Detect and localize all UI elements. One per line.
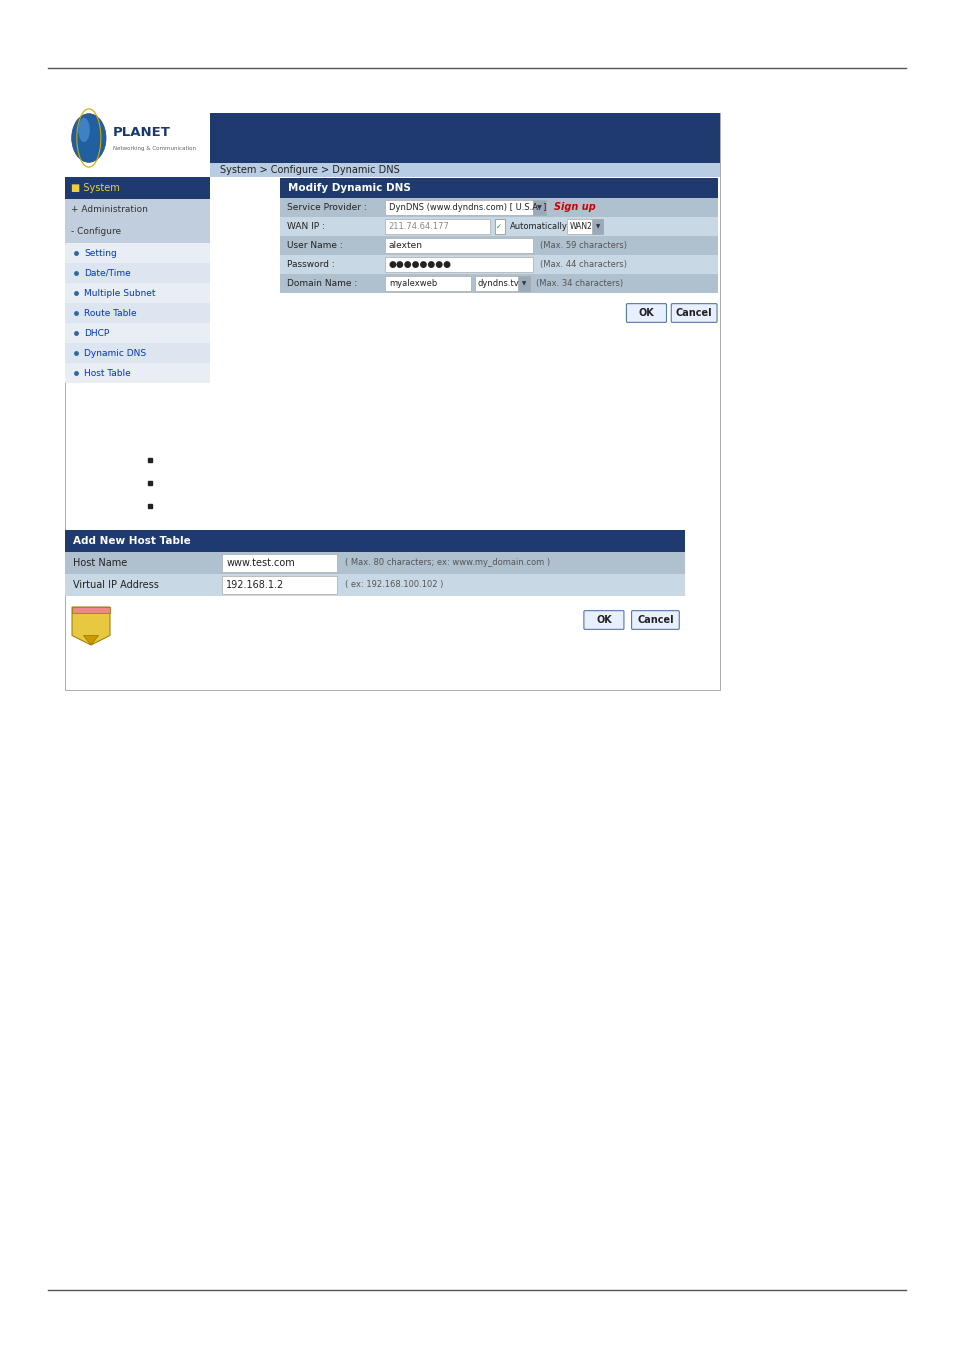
- Text: 211.74.64.177: 211.74.64.177: [389, 221, 449, 231]
- Bar: [385, 200, 533, 215]
- Bar: [533, 200, 546, 215]
- Text: Date/Time: Date/Time: [84, 269, 131, 278]
- Text: www.test.com: www.test.com: [226, 558, 294, 568]
- Text: Host Name: Host Name: [72, 558, 127, 568]
- Polygon shape: [83, 636, 98, 645]
- Bar: [65, 284, 210, 302]
- Bar: [280, 236, 718, 255]
- Text: Automatically: Automatically: [509, 221, 567, 231]
- Text: Cancel: Cancel: [637, 616, 673, 625]
- Text: ✓: ✓: [496, 224, 501, 230]
- Text: alexten: alexten: [389, 242, 422, 250]
- Text: DynDNS (www.dyndns.com) [ U.S.A. ]: DynDNS (www.dyndns.com) [ U.S.A. ]: [389, 202, 545, 212]
- Text: Route Table: Route Table: [84, 309, 136, 317]
- Text: (Max. 59 characters): (Max. 59 characters): [540, 242, 627, 250]
- Ellipse shape: [78, 117, 90, 142]
- Text: 192.168.1.2: 192.168.1.2: [226, 580, 284, 590]
- Bar: [65, 221, 210, 243]
- Text: Multiple Subnet: Multiple Subnet: [84, 289, 155, 297]
- Bar: [385, 219, 490, 234]
- Bar: [385, 238, 533, 252]
- Bar: [65, 363, 210, 383]
- Text: OK: OK: [638, 308, 654, 319]
- Bar: [566, 219, 602, 234]
- FancyBboxPatch shape: [671, 304, 717, 323]
- Text: + Administration: + Administration: [71, 205, 148, 215]
- Bar: [280, 255, 718, 274]
- Polygon shape: [71, 608, 110, 645]
- Circle shape: [71, 113, 106, 162]
- Text: Cancel: Cancel: [675, 308, 712, 319]
- Text: Virtual IP Address: Virtual IP Address: [72, 580, 158, 590]
- Bar: [65, 243, 210, 263]
- Bar: [222, 576, 336, 594]
- FancyBboxPatch shape: [626, 304, 666, 323]
- Text: (Max. 34 characters): (Max. 34 characters): [536, 279, 622, 288]
- Text: Modify Dynamic DNS: Modify Dynamic DNS: [288, 184, 410, 193]
- Bar: [280, 274, 718, 293]
- Bar: [65, 552, 684, 574]
- Bar: [495, 219, 504, 234]
- Bar: [65, 113, 720, 690]
- Text: System > Configure > Dynamic DNS: System > Configure > Dynamic DNS: [219, 165, 399, 176]
- Bar: [71, 608, 110, 613]
- Text: Dynamic DNS: Dynamic DNS: [84, 348, 146, 358]
- Text: ●●●●●●●●: ●●●●●●●●: [389, 261, 452, 269]
- Bar: [280, 178, 718, 198]
- Bar: [65, 177, 210, 198]
- FancyBboxPatch shape: [583, 610, 623, 629]
- Text: Setting: Setting: [84, 248, 116, 258]
- Bar: [65, 302, 210, 323]
- Text: Password :: Password :: [287, 261, 335, 269]
- Text: Domain Name :: Domain Name :: [287, 279, 356, 288]
- Bar: [65, 113, 210, 177]
- Bar: [475, 277, 530, 290]
- Bar: [65, 323, 210, 343]
- Bar: [65, 163, 720, 177]
- Text: PLANET: PLANET: [112, 126, 171, 139]
- Text: ■ System: ■ System: [71, 184, 119, 193]
- Text: WAN2: WAN2: [569, 221, 592, 231]
- Text: ( ex: 192.168.100.102 ): ( ex: 192.168.100.102 ): [344, 580, 442, 590]
- Bar: [65, 531, 684, 552]
- Bar: [65, 343, 210, 363]
- Text: Add New Host Table: Add New Host Table: [72, 536, 191, 545]
- Text: Sign up: Sign up: [554, 202, 595, 212]
- Bar: [65, 113, 720, 163]
- Text: Service Provider :: Service Provider :: [287, 202, 366, 212]
- Bar: [280, 198, 718, 217]
- Bar: [385, 256, 533, 271]
- Text: ( Max. 80 characters; ex: www.my_domain.com ): ( Max. 80 characters; ex: www.my_domain.…: [344, 559, 549, 567]
- Text: dyndns.tv: dyndns.tv: [477, 279, 518, 288]
- Bar: [65, 574, 684, 595]
- Bar: [65, 263, 210, 284]
- Bar: [385, 277, 471, 290]
- Text: ▼: ▼: [595, 224, 599, 230]
- Text: Host Table: Host Table: [84, 369, 131, 378]
- Text: WAN IP :: WAN IP :: [287, 221, 324, 231]
- Bar: [222, 555, 336, 571]
- Bar: [591, 219, 602, 234]
- Bar: [65, 198, 210, 221]
- Text: ▼: ▼: [521, 281, 526, 286]
- Text: myalexweb: myalexweb: [389, 279, 436, 288]
- Text: User Name :: User Name :: [287, 242, 342, 250]
- Text: (Max. 44 characters): (Max. 44 characters): [540, 261, 627, 269]
- Text: OK: OK: [596, 616, 611, 625]
- Bar: [280, 217, 718, 236]
- Text: - Configure: - Configure: [71, 228, 121, 236]
- Text: DHCP: DHCP: [84, 328, 110, 338]
- Text: Networking & Communication: Networking & Communication: [112, 146, 195, 151]
- Text: ▼: ▼: [537, 205, 541, 211]
- Bar: [517, 277, 530, 290]
- FancyBboxPatch shape: [631, 610, 679, 629]
